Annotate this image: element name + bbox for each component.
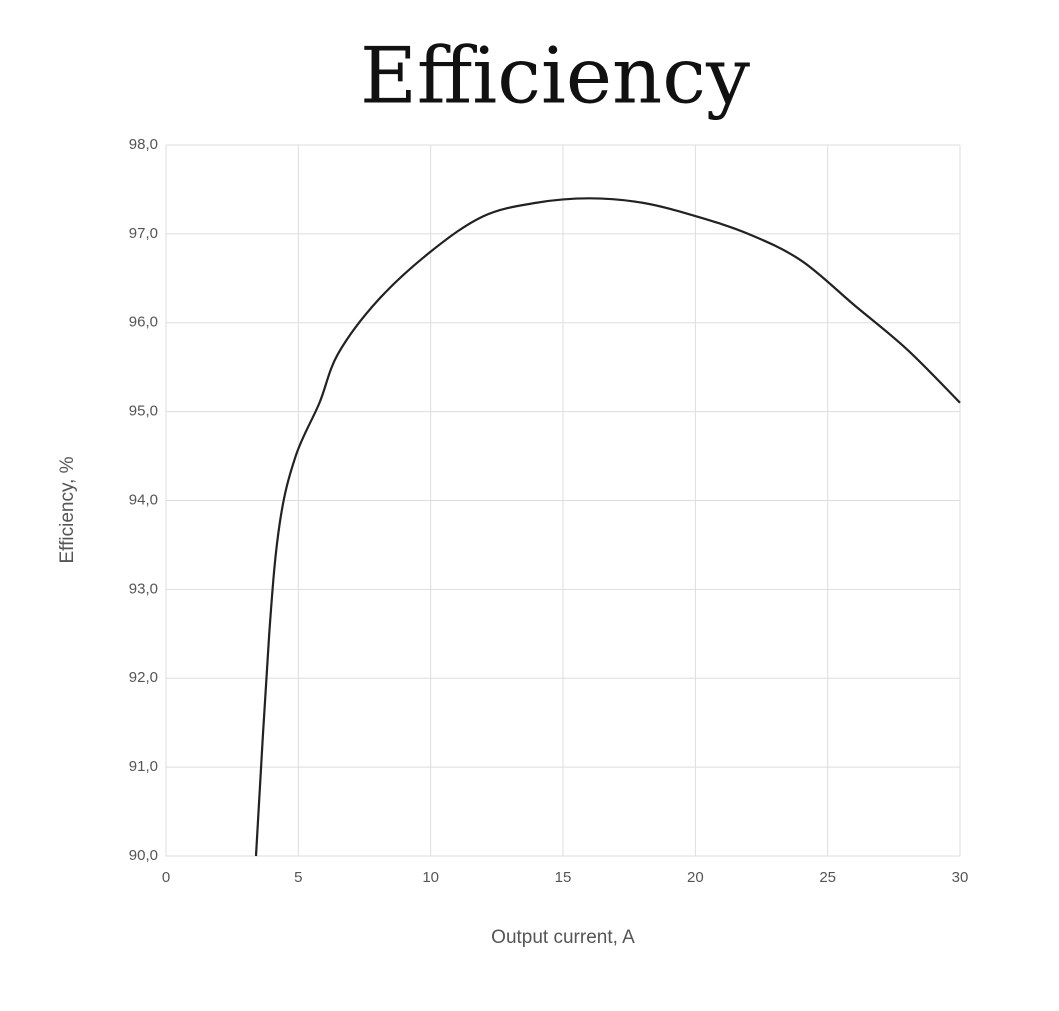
y-axis-label: Efficiency, % [57,456,78,563]
x-tick-label: 5 [294,869,302,886]
chart-title: Efficiency [360,32,750,122]
x-axis-label: Output current, A [491,927,635,948]
data-line [254,197,961,857]
y-tick-label: 91,0 [129,758,158,775]
x-tick-label: 0 [162,869,170,886]
y-tick-label: 92,0 [129,669,158,686]
x-tick-label: 15 [555,869,572,886]
y-tick-label: 98,0 [129,136,158,153]
x-tick-label: 25 [819,869,836,886]
y-tick-label: 96,0 [129,314,158,331]
y-tick-label: 95,0 [129,403,158,420]
y-tick-label: 97,0 [129,225,158,242]
x-tick-label: 10 [422,869,439,886]
y-tick-label: 94,0 [129,491,158,508]
y-tick-label: 93,0 [129,580,158,597]
y-tick-label: 90,0 [129,847,158,864]
x-tick-label: 30 [952,869,969,886]
x-tick-label: 20 [687,869,704,886]
